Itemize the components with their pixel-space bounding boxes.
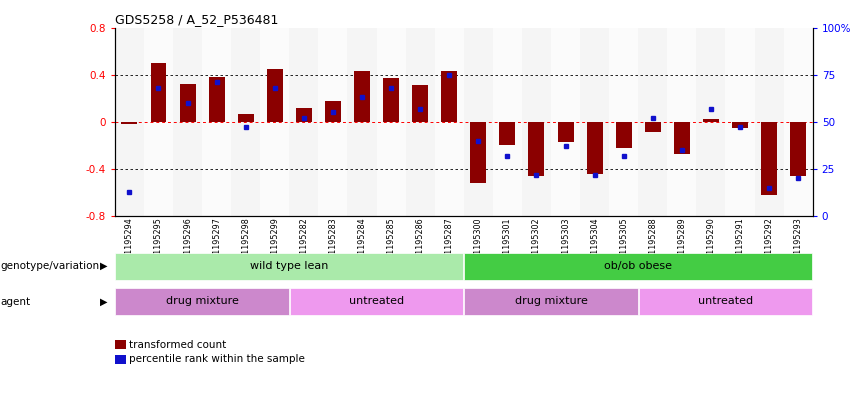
Text: drug mixture: drug mixture [166, 296, 238, 306]
Bar [412, 85, 428, 122]
Bar [267, 69, 283, 122]
Text: ▶: ▶ [100, 297, 107, 307]
Text: agent: agent [1, 297, 31, 307]
Bar [347, 28, 376, 216]
Bar [376, 28, 406, 216]
Bar [203, 28, 231, 216]
Bar [732, 122, 748, 128]
Bar [151, 63, 167, 122]
Text: ▶: ▶ [100, 261, 107, 271]
Bar [586, 122, 603, 174]
Text: ob/ob obese: ob/ob obese [604, 261, 672, 271]
Bar [557, 122, 574, 142]
Bar [725, 28, 755, 216]
Bar [237, 114, 254, 122]
Bar [609, 28, 638, 216]
Bar [791, 122, 806, 176]
Bar [173, 28, 203, 216]
Bar [464, 28, 493, 216]
Bar [318, 28, 347, 216]
Bar [551, 28, 580, 216]
Bar [180, 84, 196, 122]
Bar [616, 122, 631, 148]
Bar [406, 28, 435, 216]
Bar [231, 28, 260, 216]
Text: transformed count: transformed count [129, 340, 226, 350]
Bar [703, 119, 719, 122]
Text: GDS5258 / A_52_P536481: GDS5258 / A_52_P536481 [115, 13, 278, 26]
Bar [755, 28, 784, 216]
Text: genotype/variation: genotype/variation [1, 261, 100, 271]
Bar [528, 122, 545, 176]
Text: wild type lean: wild type lean [250, 261, 328, 271]
Bar [638, 28, 667, 216]
Bar [208, 77, 225, 122]
Text: drug mixture: drug mixture [515, 296, 587, 306]
Bar [493, 28, 522, 216]
Bar [296, 108, 311, 122]
Bar [442, 71, 457, 122]
Bar [667, 28, 696, 216]
Bar [435, 28, 464, 216]
Bar [383, 78, 399, 122]
Bar [784, 28, 813, 216]
Bar [289, 28, 318, 216]
Bar [116, 253, 463, 279]
Bar [354, 71, 370, 122]
Bar [260, 28, 289, 216]
Bar [500, 122, 516, 145]
Text: percentile rank within the sample: percentile rank within the sample [129, 354, 306, 364]
Bar [639, 288, 812, 315]
Bar [522, 28, 551, 216]
Bar [465, 288, 637, 315]
Bar [465, 253, 812, 279]
Bar [290, 288, 463, 315]
Bar [761, 122, 777, 195]
Bar [325, 101, 341, 122]
Bar [696, 28, 725, 216]
Bar [122, 122, 137, 124]
Text: untreated: untreated [349, 296, 404, 306]
Bar [645, 122, 660, 132]
Bar [144, 28, 173, 216]
Bar [674, 122, 690, 154]
Bar [116, 288, 288, 315]
Bar [580, 28, 609, 216]
Bar [115, 28, 144, 216]
Text: untreated: untreated [698, 296, 753, 306]
Bar [471, 122, 486, 183]
